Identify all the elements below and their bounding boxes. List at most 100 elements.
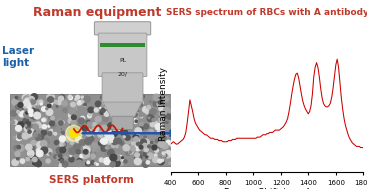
Circle shape [135, 146, 140, 151]
Circle shape [159, 146, 161, 148]
Circle shape [59, 141, 65, 147]
Circle shape [95, 146, 100, 151]
Circle shape [14, 146, 18, 150]
Circle shape [42, 119, 45, 122]
Circle shape [86, 162, 90, 166]
Circle shape [95, 116, 101, 122]
Circle shape [116, 122, 121, 126]
Circle shape [141, 139, 146, 145]
Circle shape [143, 124, 149, 129]
Circle shape [133, 112, 135, 115]
Circle shape [46, 159, 50, 163]
Circle shape [62, 101, 67, 106]
Circle shape [160, 158, 166, 164]
Circle shape [166, 156, 169, 158]
Circle shape [159, 105, 164, 109]
Circle shape [34, 109, 39, 115]
Circle shape [70, 129, 78, 137]
Circle shape [17, 157, 19, 160]
Circle shape [147, 104, 152, 108]
Circle shape [20, 159, 25, 163]
Circle shape [167, 113, 173, 119]
Circle shape [28, 95, 34, 101]
Circle shape [54, 132, 57, 135]
Circle shape [62, 136, 66, 140]
Circle shape [33, 133, 36, 136]
Circle shape [163, 107, 170, 113]
Circle shape [73, 144, 80, 150]
Circle shape [28, 155, 32, 159]
Circle shape [113, 159, 118, 163]
Circle shape [152, 145, 157, 150]
Circle shape [76, 137, 82, 143]
Circle shape [39, 100, 43, 104]
Circle shape [140, 122, 143, 126]
Circle shape [135, 153, 139, 157]
FancyArrowPatch shape [83, 131, 175, 136]
Circle shape [14, 155, 17, 159]
Circle shape [140, 154, 146, 160]
Circle shape [41, 107, 46, 111]
Circle shape [80, 155, 83, 157]
Circle shape [124, 136, 125, 138]
Circle shape [139, 103, 143, 107]
Circle shape [101, 138, 107, 144]
Circle shape [60, 141, 66, 147]
Circle shape [17, 96, 20, 100]
Circle shape [155, 123, 162, 130]
Circle shape [84, 147, 90, 153]
Circle shape [125, 138, 131, 144]
Circle shape [93, 127, 99, 132]
Circle shape [161, 159, 164, 162]
Circle shape [140, 132, 143, 136]
Circle shape [86, 129, 92, 136]
Circle shape [163, 97, 168, 102]
Circle shape [143, 107, 149, 112]
Circle shape [73, 136, 76, 139]
Circle shape [64, 144, 65, 145]
Circle shape [36, 134, 42, 140]
Circle shape [152, 119, 155, 122]
Circle shape [90, 151, 95, 157]
Polygon shape [103, 102, 142, 117]
Circle shape [69, 108, 75, 114]
Circle shape [80, 100, 84, 104]
Circle shape [148, 130, 152, 133]
Circle shape [157, 102, 162, 107]
Circle shape [104, 130, 111, 136]
Circle shape [80, 102, 84, 106]
Circle shape [102, 116, 109, 122]
Circle shape [170, 138, 172, 140]
Circle shape [91, 154, 95, 158]
Circle shape [23, 96, 30, 103]
Circle shape [155, 149, 159, 152]
Circle shape [139, 145, 143, 149]
Circle shape [150, 109, 156, 115]
Circle shape [129, 151, 131, 153]
Circle shape [108, 149, 114, 155]
Circle shape [171, 98, 174, 100]
Circle shape [134, 137, 139, 142]
Circle shape [42, 125, 47, 129]
Circle shape [32, 102, 37, 108]
Circle shape [34, 103, 37, 105]
FancyBboxPatch shape [112, 116, 133, 129]
Circle shape [49, 129, 54, 134]
Circle shape [135, 155, 141, 161]
Circle shape [148, 145, 150, 148]
Circle shape [15, 97, 18, 99]
Circle shape [119, 110, 125, 116]
Circle shape [145, 154, 147, 156]
Circle shape [121, 132, 127, 136]
Circle shape [64, 156, 67, 159]
Circle shape [165, 112, 171, 118]
Circle shape [75, 105, 80, 109]
Circle shape [68, 118, 75, 124]
Circle shape [137, 111, 139, 113]
Circle shape [129, 150, 133, 154]
Circle shape [68, 113, 75, 119]
Circle shape [143, 143, 147, 148]
Circle shape [154, 121, 158, 126]
Circle shape [16, 139, 18, 140]
Circle shape [101, 125, 107, 131]
